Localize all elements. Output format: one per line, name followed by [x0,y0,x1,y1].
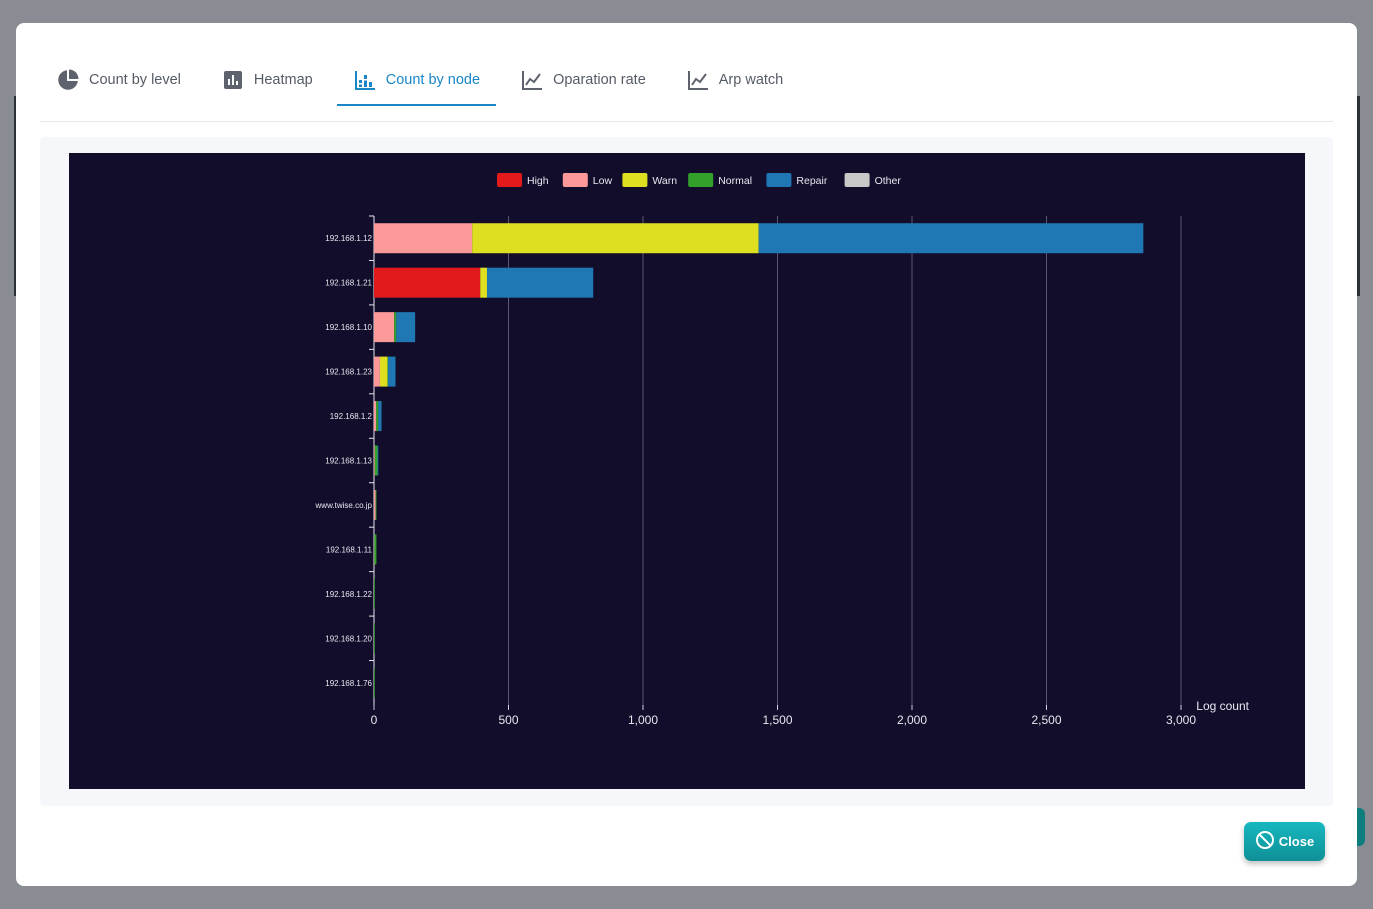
ban-icon [1255,830,1275,853]
bar-segment [376,401,379,432]
x-tick-label: 500 [498,713,518,727]
bar-segment [379,356,388,387]
y-tick-label: 192.168.1.12 [325,234,372,243]
tab-operation-rate[interactable]: Oparation rate [504,55,662,106]
y-tick-label: 192.168.1.76 [325,679,372,688]
x-tick-label: 2,000 [897,713,927,727]
bar-segment [374,578,375,609]
bar-segment [374,489,376,520]
legend-label: Low [593,175,613,187]
close-label: Close [1278,834,1315,849]
bar-segment [758,223,1144,254]
legend-swatch [622,173,648,187]
tab-heatmap[interactable]: Heatmap [205,55,329,106]
y-tick-label: 192.168.1.11 [326,545,373,554]
bar-segment [472,223,759,254]
close-button[interactable]: Close [1244,822,1325,861]
bar-segment [374,267,481,298]
legend-label: Repair [796,175,827,187]
legend-label: High [527,175,549,187]
tab-arp-watch[interactable]: Arp watch [670,55,799,106]
bar-segment [374,445,378,476]
tab-label: Arp watch [718,71,784,88]
bar-segment [387,356,396,387]
line-chart-icon [687,69,709,91]
legend-swatch [844,173,870,187]
bar-segment [394,312,397,343]
y-tick-label: 192.168.1.22 [325,590,372,599]
tab-label: Count by node [385,71,481,88]
bar-segment [480,267,487,298]
bar-segment [374,223,473,254]
legend-label: Warn [652,175,677,187]
bar-segment [486,267,594,298]
y-tick-label: www.twise.co.jp [315,501,373,510]
bar-segment [374,445,375,476]
bar-segment [387,356,389,387]
tab-count-by-node[interactable]: Count by node [336,55,497,106]
background-strip [14,96,17,296]
line-chart-icon [521,69,543,91]
bar-segment [374,534,377,565]
x-tick-label: 2,500 [1031,713,1061,727]
tab-label: Heatmap [253,71,313,88]
x-tick-label: 1,000 [628,713,658,727]
tab-count-by-level[interactable]: Count by level [40,55,197,106]
y-tick-label: 192.168.1.20 [325,634,372,643]
y-tick-label: 192.168.1.13 [325,457,372,466]
tab-bar: Count by level Heatmap Count by node Opa… [40,55,1333,122]
bar-segment [378,401,382,432]
x-tick-label: 1,500 [762,713,792,727]
x-axis-title: Log count [1196,699,1249,713]
bar-segment [375,489,377,520]
legend-swatch [688,173,714,187]
legend-label: Other [875,175,902,187]
y-tick-label: 192.168.1.23 [325,368,372,377]
bar-chart-box-icon [222,69,244,91]
y-tick-label: 192.168.1.10 [325,323,372,332]
stacked-bar-chart-icon [354,69,376,91]
bar-segment [374,667,375,698]
x-tick-label: 0 [371,713,378,727]
pie-chart-icon [57,69,79,91]
bar-segment [374,356,380,387]
bar-segment [396,312,416,343]
bar-segment [374,623,375,654]
tab-label: Oparation rate [553,71,646,88]
x-tick-label: 3,000 [1166,713,1196,727]
background-strip [1356,96,1360,296]
chart-panel: 0 500 1,000 1,500 2,000 2,500 3,000 Log count 19… [40,137,1333,806]
chart-container: 0 500 1,000 1,500 2,000 2,500 3,000 Log count 19… [69,153,1305,789]
bar-segment [374,312,395,343]
y-tick-label: 192.168.1.21 [325,279,372,288]
legend-swatch [562,173,588,187]
legend-label: Normal [718,175,752,187]
chart-modal: Count by level Heatmap Count by node Opa… [16,23,1357,886]
legend-swatch [766,173,792,187]
bar-segment [374,401,377,432]
tab-label: Count by level [89,71,181,88]
bar-segment [377,445,379,476]
legend-swatch [497,173,522,187]
y-tick-label: 192.168.1.2 [330,412,373,421]
